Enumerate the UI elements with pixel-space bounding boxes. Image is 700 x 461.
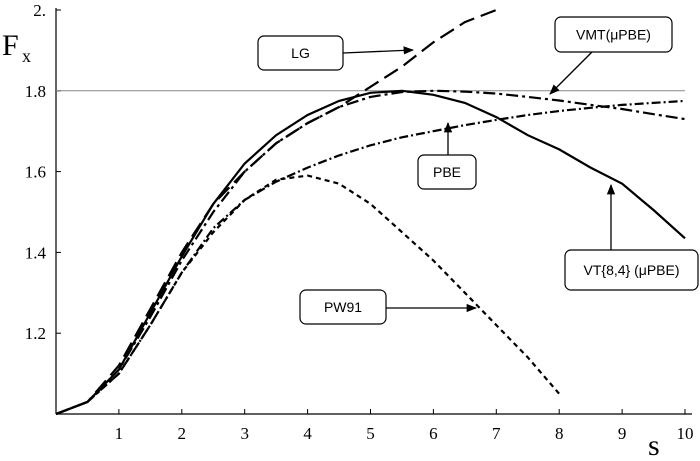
series-line bbox=[56, 89, 686, 415]
annotation-box bbox=[417, 154, 477, 190]
annotation-box bbox=[564, 249, 699, 291]
legend-label: PW91 bbox=[324, 299, 362, 315]
legend-label: VT{8,4} (μPBE) bbox=[584, 262, 680, 278]
y-tick-label: 1.6 bbox=[25, 163, 46, 182]
series-line bbox=[56, 89, 686, 415]
x-tick-label: 5 bbox=[366, 424, 375, 443]
x-tick-label: 6 bbox=[429, 424, 438, 443]
annotation-box bbox=[554, 16, 673, 53]
annotation-box bbox=[257, 35, 344, 71]
x-tick-label: 1 bbox=[115, 424, 124, 443]
annotation-arrow bbox=[342, 46, 415, 55]
y-tick-label: 1.8 bbox=[25, 82, 46, 101]
legend-label: VMT(μPBE) bbox=[576, 27, 651, 43]
x-tick-label: 7 bbox=[492, 424, 501, 443]
x-tick-label: 8 bbox=[555, 424, 564, 443]
x-tick-label: 10 bbox=[677, 424, 694, 443]
x-tick-label: 2 bbox=[178, 424, 187, 443]
y-axis-label-subscript: x bbox=[22, 46, 31, 66]
y-tick-label: 1.4 bbox=[25, 243, 47, 262]
annotation-arrow bbox=[549, 51, 593, 95]
annotation-box bbox=[299, 289, 387, 325]
legend-label: LG bbox=[291, 45, 310, 61]
series-line bbox=[56, 174, 561, 415]
plot-area bbox=[56, 8, 686, 415]
y-tick-label: 1.2 bbox=[25, 324, 46, 343]
x-axis-label: s bbox=[648, 429, 660, 461]
x-tick-label: 4 bbox=[303, 424, 312, 443]
legend-label: PBE bbox=[433, 164, 461, 180]
y-tick-label: 2. bbox=[33, 1, 46, 20]
x-tick-label: 9 bbox=[618, 424, 627, 443]
y-axis-label: F bbox=[2, 29, 19, 62]
x-tick-label: 3 bbox=[240, 424, 249, 443]
